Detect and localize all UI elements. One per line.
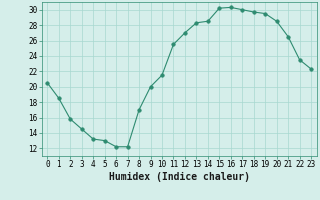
X-axis label: Humidex (Indice chaleur): Humidex (Indice chaleur) <box>109 172 250 182</box>
